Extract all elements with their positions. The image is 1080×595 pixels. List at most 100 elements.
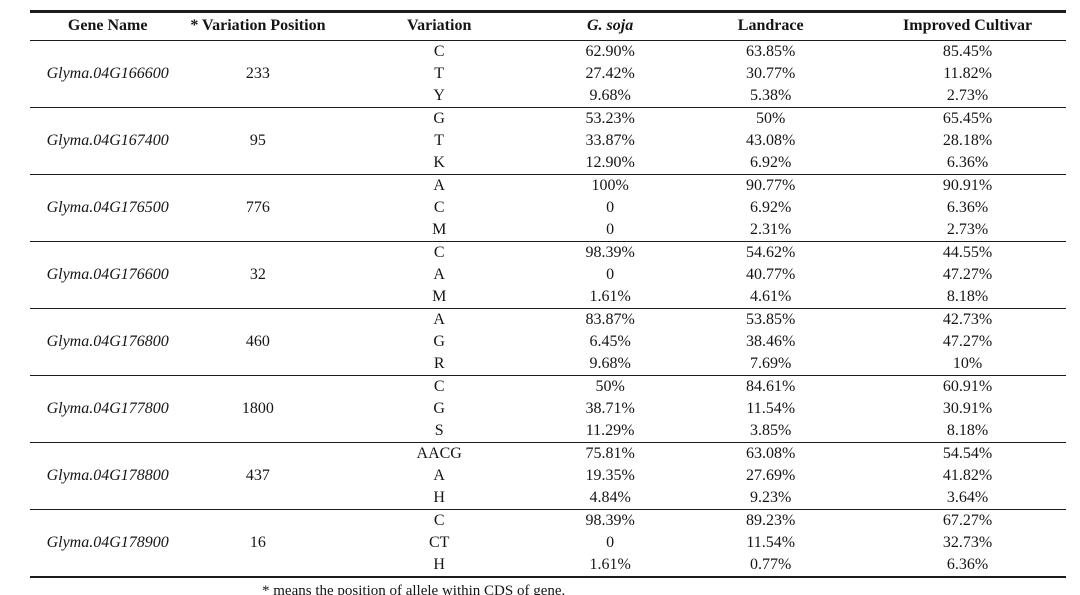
table-body: Glyma.04G166600 233 C T Y 62.90% 27.42% 9.68% 63…: [30, 41, 1066, 578]
header-improved-cultivar: Improved Cultivar: [903, 17, 1033, 34]
improved-cultivar-value: 6.36%: [946, 556, 989, 573]
variation-value: A: [433, 311, 445, 328]
landrace-value: 38.46%: [746, 333, 796, 350]
g-soja-value: 1.61%: [589, 556, 631, 573]
variation-position: 32: [249, 266, 266, 283]
variation-value: CT: [428, 534, 450, 551]
variation-value: C: [433, 378, 445, 395]
variation-position: 95: [249, 132, 266, 149]
landrace-value: 40.77%: [746, 266, 796, 283]
g-soja-cell: 100% 0 0: [548, 175, 672, 242]
improved-cultivar-value: 60.91%: [942, 378, 993, 395]
variation-value: AACG: [416, 445, 462, 462]
variation-value: T: [434, 132, 445, 149]
g-soja-value: 38.71%: [585, 400, 635, 417]
g-soja-value: 62.90%: [585, 43, 635, 60]
g-soja-value: 0: [606, 534, 615, 551]
variation-cell: AACG A H: [330, 443, 548, 510]
variation-value: H: [433, 556, 445, 573]
variation-value: H: [433, 489, 445, 506]
g-soja-cell: 53.23% 33.87% 12.90%: [548, 108, 672, 175]
header-landrace: Landrace: [737, 17, 804, 34]
variation-position: 1800: [241, 400, 274, 417]
improved-cultivar-value: 6.36%: [946, 199, 989, 216]
g-soja-value: 0: [606, 199, 615, 216]
g-soja-cell: 62.90% 27.42% 9.68%: [548, 41, 672, 108]
landrace-value: 2.31%: [750, 221, 792, 238]
landrace-value: 53.85%: [746, 311, 796, 328]
landrace-value: 63.85%: [746, 43, 796, 60]
improved-cultivar-cell: 42.73% 47.27% 10%: [869, 309, 1066, 376]
g-soja-cell: 83.87% 6.45% 9.68%: [548, 309, 672, 376]
improved-cultivar-value: 41.82%: [942, 467, 993, 484]
improved-cultivar-value: 28.18%: [942, 132, 993, 149]
gene-name: Glyma.04G176500: [46, 199, 169, 216]
header-row: Gene Name * Variation Position Variation…: [30, 11, 1066, 41]
g-soja-value: 33.87%: [585, 132, 635, 149]
g-soja-value: 75.81%: [585, 445, 635, 462]
gene-name: Glyma.04G176800: [46, 333, 169, 350]
landrace-value: 63.08%: [746, 445, 796, 462]
gene-group-row: Glyma.04G176500 776 A C M 100% 0 0 90.77% 6.92% 2.…: [30, 175, 1066, 242]
g-soja-value: 100%: [591, 177, 629, 194]
landrace-value: 4.61%: [750, 288, 792, 305]
improved-cultivar-value: 47.27%: [942, 266, 993, 283]
improved-cultivar-cell: 60.91% 30.91% 8.18%: [869, 376, 1066, 443]
g-soja-value: 11.29%: [585, 422, 635, 439]
variation-value: G: [433, 333, 445, 350]
g-soja-value: 27.42%: [585, 65, 635, 82]
landrace-value: 0.77%: [750, 556, 792, 573]
variation-value: T: [434, 65, 445, 82]
landrace-value: 6.92%: [750, 199, 792, 216]
variation-position: 776: [245, 199, 270, 216]
improved-cultivar-value: 11.82%: [943, 65, 992, 82]
variation-value: A: [433, 467, 445, 484]
improved-cultivar-value: 2.73%: [946, 87, 989, 104]
landrace-cell: 63.08% 27.69% 9.23%: [672, 443, 869, 510]
g-soja-value: 53.23%: [585, 110, 635, 127]
improved-cultivar-value: 8.18%: [946, 422, 989, 439]
gene-group-row: Glyma.04G166600 233 C T Y 62.90% 27.42% 9.68% 63…: [30, 41, 1066, 108]
landrace-value: 3.85%: [750, 422, 792, 439]
landrace-value: 11.54%: [746, 400, 796, 417]
landrace-value: 89.23%: [746, 512, 796, 529]
variation-value: A: [433, 266, 445, 283]
improved-cultivar-cell: 65.45% 28.18% 6.36%: [869, 108, 1066, 175]
landrace-value: 30.77%: [746, 65, 796, 82]
variation-value: G: [433, 110, 445, 127]
landrace-value: 9.23%: [750, 489, 792, 506]
gene-name: Glyma.04G178800: [46, 467, 169, 484]
table-header: Gene Name * Variation Position Variation…: [30, 11, 1066, 41]
gene-group-row: Glyma.04G178900 16 C CT H 98.39% 0 1.61% 89.23% 1…: [30, 510, 1066, 578]
variation-value: C: [433, 199, 445, 216]
improved-cultivar-cell: 44.55% 47.27% 8.18%: [869, 242, 1066, 309]
landrace-cell: 84.61% 11.54% 3.85%: [672, 376, 869, 443]
variation-position: 16: [249, 534, 266, 551]
variation-value: S: [434, 422, 444, 439]
improved-cultivar-value: 8.18%: [946, 288, 989, 305]
improved-cultivar-cell: 54.54% 41.82% 3.64%: [869, 443, 1066, 510]
improved-cultivar-value: 67.27%: [942, 512, 993, 529]
g-soja-value: 12.90%: [585, 154, 635, 171]
improved-cultivar-value: 65.45%: [942, 110, 993, 127]
variation-position: 233: [245, 65, 270, 82]
landrace-value: 6.92%: [750, 154, 792, 171]
landrace-cell: 63.85% 30.77% 5.38%: [672, 41, 869, 108]
g-soja-value: 83.87%: [585, 311, 635, 328]
landrace-value: 27.69%: [746, 467, 796, 484]
variation-value: M: [432, 288, 447, 305]
landrace-value: 11.54%: [746, 534, 796, 551]
g-soja-value: 9.68%: [589, 87, 631, 104]
variation-value: C: [433, 43, 445, 60]
variation-value: R: [433, 355, 445, 372]
landrace-value: 90.77%: [746, 177, 796, 194]
table-footnote: * means the position of allele within CD…: [262, 583, 566, 595]
improved-cultivar-cell: 67.27% 32.73% 6.36%: [869, 510, 1066, 578]
variation-position: 460: [245, 333, 270, 350]
variation-value: C: [433, 244, 445, 261]
g-soja-value: 9.68%: [589, 355, 631, 372]
